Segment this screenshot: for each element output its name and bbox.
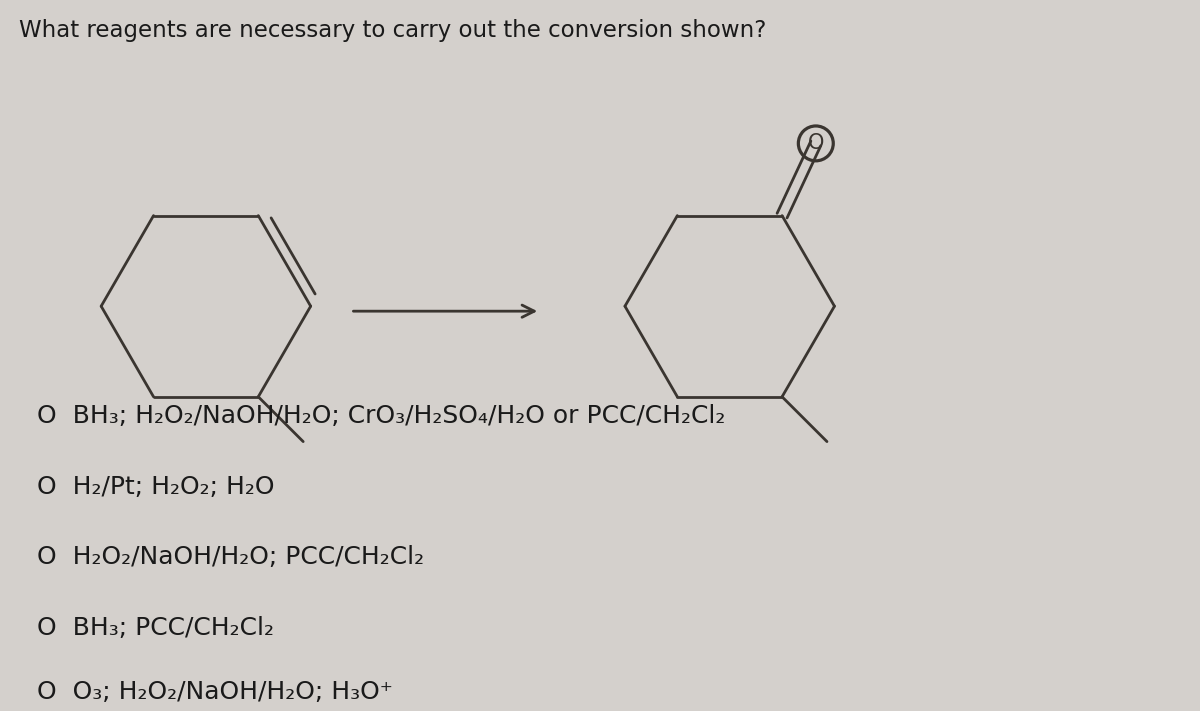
Text: O  H₂O₂/NaOH/H₂O; PCC/CH₂Cl₂: O H₂O₂/NaOH/H₂O; PCC/CH₂Cl₂: [37, 545, 425, 570]
Text: O  BH₃; PCC/CH₂Cl₂: O BH₃; PCC/CH₂Cl₂: [37, 616, 275, 640]
Text: O  O₃; H₂O₂/NaOH/H₂O; H₃O⁺: O O₃; H₂O₂/NaOH/H₂O; H₃O⁺: [37, 680, 394, 704]
Text: O: O: [808, 134, 824, 154]
Text: O  H₂/Pt; H₂O₂; H₂O: O H₂/Pt; H₂O₂; H₂O: [37, 474, 275, 498]
Text: What reagents are necessary to carry out the conversion shown?: What reagents are necessary to carry out…: [19, 19, 767, 42]
Text: O  BH₃; H₂O₂/NaOH/H₂O; CrO₃/H₂SO₄/H₂O or PCC/CH₂Cl₂: O BH₃; H₂O₂/NaOH/H₂O; CrO₃/H₂SO₄/H₂O or …: [37, 404, 726, 428]
